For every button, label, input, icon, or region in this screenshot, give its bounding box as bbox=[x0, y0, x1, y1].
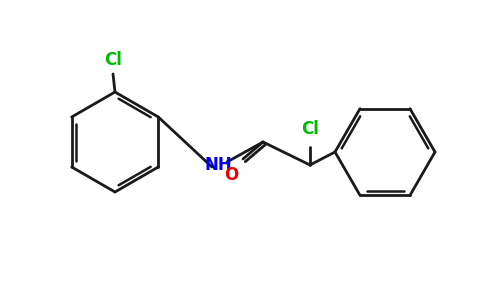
Text: O: O bbox=[224, 166, 238, 184]
Text: Cl: Cl bbox=[104, 51, 122, 69]
Text: NH: NH bbox=[204, 156, 232, 174]
Text: Cl: Cl bbox=[301, 120, 319, 138]
